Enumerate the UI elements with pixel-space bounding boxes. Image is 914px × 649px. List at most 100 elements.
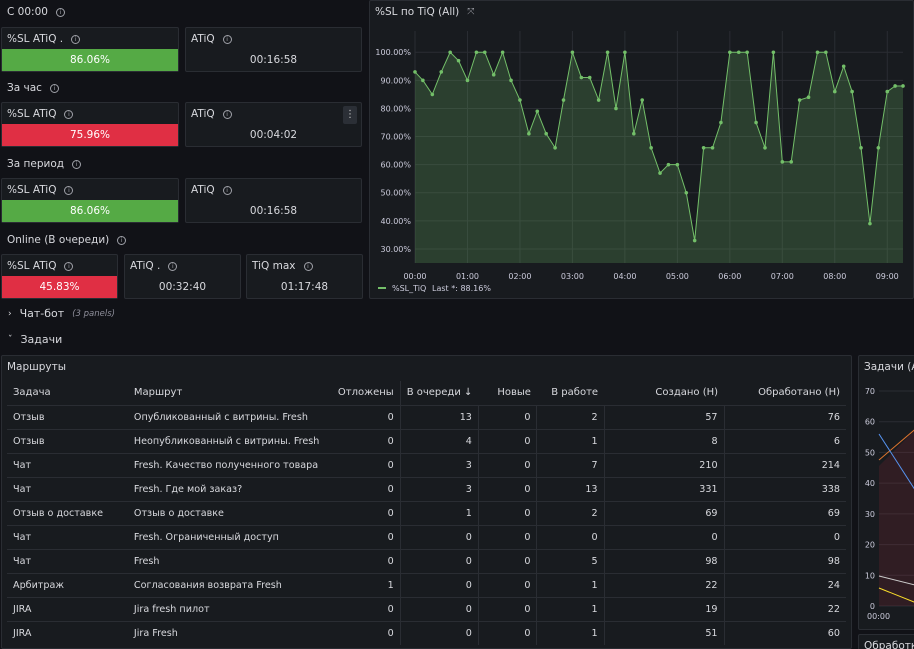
info-icon[interactable]: i <box>64 109 74 119</box>
info-icon[interactable]: i <box>117 235 127 245</box>
data-point <box>701 145 706 150</box>
data-point <box>736 50 741 55</box>
info-icon[interactable]: i <box>55 7 65 17</box>
tasks-chart-panel[interactable]: Задачи (All 70 60 50 40 30 20 10 000:00 <box>858 355 914 630</box>
stat-sl-atiq-midnight[interactable]: %SL ATiQ .i 86.06% <box>1 27 179 72</box>
y-tick-label: 60 <box>865 418 875 427</box>
chevron-right-icon: › <box>8 308 12 319</box>
stat-tiq-max[interactable]: TiQ max i 01:17:48 <box>246 254 363 299</box>
data-point <box>692 238 697 243</box>
stat-value: 75.96% <box>2 124 178 146</box>
stat-value: 86.06% <box>2 200 178 222</box>
table-row: Отзыв о доставке Отзыв о доставке 0 1 0 2 69 69 <box>7 500 846 525</box>
data-point <box>806 95 811 100</box>
data-point <box>500 50 505 55</box>
data-point <box>518 98 522 102</box>
column-header[interactable]: Отложены <box>337 387 394 399</box>
info-icon[interactable]: i <box>222 185 232 195</box>
sl-tiq-chart-panel[interactable]: %SL по TiQ (All) ⤧ 100.00% 90.00% 80.00% 70… <box>369 0 914 299</box>
table-cell: 1 <box>536 428 605 453</box>
table-cell: 6 <box>723 428 846 453</box>
y-tick-label: 80.00% <box>380 104 411 113</box>
table-cell: 331 <box>603 476 725 501</box>
table-cell: 210 <box>603 452 725 477</box>
table-cell: 0 <box>477 428 537 453</box>
stat-atiq-online[interactable]: ATiQ .i 00:32:40 <box>124 254 241 299</box>
table-cell: 0 <box>399 596 479 621</box>
table-cell: 1 <box>536 572 605 597</box>
column-header[interactable]: Маршрут <box>133 387 183 399</box>
table-cell: Отзыв <box>7 404 128 429</box>
data-point <box>482 50 487 55</box>
stat-atiq-midnight[interactable]: ATiQ i 00:16:58 <box>185 27 362 72</box>
row-tasks[interactable]: ˇ Задачи <box>8 333 62 346</box>
info-icon[interactable]: i <box>64 261 74 271</box>
processed-panel[interactable]: Обработк <box>858 634 914 649</box>
stat-atiq-hour[interactable]: ATiQ i ⋮ 00:04:02 <box>185 102 362 147</box>
data-point <box>850 89 854 94</box>
column-header[interactable]: Создано (Н) <box>655 387 719 399</box>
table-row: Арбитраж Согласования возврата Fresh 1 0 0 1 2… <box>7 572 846 597</box>
table-cell: Отзыв <box>7 428 128 453</box>
data-point <box>448 50 452 55</box>
info-icon[interactable]: i <box>168 261 178 271</box>
x-tick-label: 05:00 <box>666 272 689 281</box>
column-header-sorted[interactable]: В очереди ↓ <box>399 381 479 405</box>
routes-table: Задача Маршрут Отложены В очереди ↓ Новы… <box>7 381 846 645</box>
table-row: Чат Fresh. Где мой заказ? 0 3 0 13 331 338 <box>7 476 846 501</box>
column-header[interactable]: В работе <box>551 387 599 399</box>
data-point <box>430 92 435 97</box>
table-cell: Fresh. Качество полученного товара <box>127 452 331 477</box>
data-point <box>596 98 601 102</box>
series-line <box>878 587 914 603</box>
table-cell: 0 <box>536 524 605 549</box>
info-icon[interactable]: i <box>222 109 232 119</box>
column-header[interactable]: Обработано (Н) <box>758 387 840 399</box>
info-icon[interactable]: i <box>49 83 59 93</box>
data-point <box>841 64 846 69</box>
panel-title: Маршруты <box>7 361 67 373</box>
table-cell: 0 <box>330 404 401 429</box>
data-point <box>413 70 417 74</box>
panel-menu-icon[interactable]: ⋮ <box>343 106 357 124</box>
data-point <box>815 50 820 55</box>
info-icon[interactable]: i <box>64 185 74 195</box>
data-point <box>553 145 557 150</box>
table-cell: 0 <box>723 524 846 549</box>
row-title: Чат-бот <box>19 307 65 320</box>
table-cell: 0 <box>330 620 401 645</box>
table-cell: 0 <box>477 620 537 645</box>
info-icon[interactable]: i <box>303 261 313 271</box>
data-point <box>474 50 479 55</box>
column-header[interactable]: Задача <box>13 387 51 399</box>
data-point <box>527 131 531 136</box>
table-cell: Отзыв о доставке <box>127 500 331 525</box>
data-point <box>640 98 645 102</box>
table-cell: 19 <box>603 596 725 621</box>
info-icon[interactable]: i <box>72 159 82 169</box>
y-tick-label: 70 <box>865 387 875 396</box>
stat-value: 00:16:58 <box>249 54 298 66</box>
info-icon[interactable]: i <box>71 34 81 44</box>
table-cell: 1 <box>330 572 401 597</box>
stat-sl-atiq-hour[interactable]: %SL ATiQ i 75.96% <box>1 102 179 147</box>
row-chatbot[interactable]: › Чат-бот (3 panels) <box>8 307 115 320</box>
data-point <box>719 120 723 125</box>
data-point <box>614 106 618 111</box>
data-point <box>465 78 470 83</box>
y-tick-label: 100.00% <box>375 48 411 57</box>
table-cell: 0 <box>477 548 537 573</box>
stat-atiq-period[interactable]: ATiQ i 00:16:58 <box>185 178 362 223</box>
table-cell: 22 <box>723 596 846 621</box>
stat-sl-atiq-online[interactable]: %SL ATiQ i 45.83% <box>1 254 118 299</box>
table-cell: 2 <box>536 500 605 525</box>
table-cell: 0 <box>477 476 537 501</box>
data-point <box>509 78 513 83</box>
info-icon[interactable]: i <box>222 34 232 44</box>
table-cell: 5 <box>536 548 605 573</box>
group-online: Online (В очереди) i <box>7 234 127 246</box>
table-cell: 0 <box>399 548 479 573</box>
column-header[interactable]: Новые <box>497 387 531 399</box>
stat-sl-atiq-period[interactable]: %SL ATiQ i 86.06% <box>1 178 179 223</box>
data-point <box>780 160 785 164</box>
